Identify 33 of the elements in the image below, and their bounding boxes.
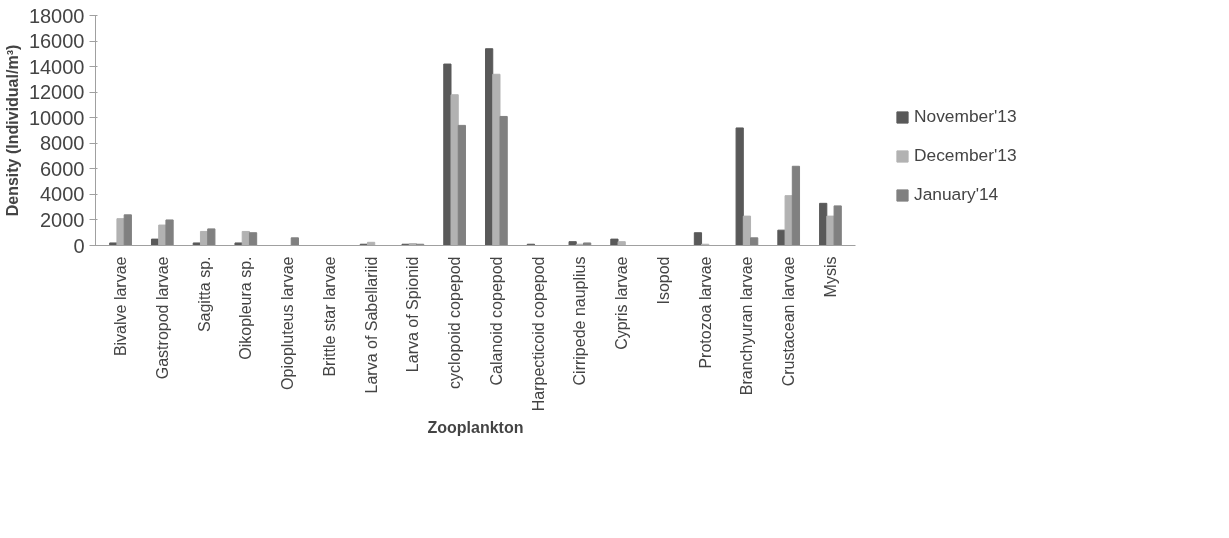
x-tick-label: Sagitta sp. [195,256,213,333]
x-tick-label: cyclopoid copepod [446,256,464,390]
x-tick-label: Protozoa larvae [696,256,714,369]
x-tick-label: Cypris larvae [613,256,631,350]
x-tick-label: Crustacean larvae [780,256,798,387]
x-tick-label: Bivalve larvae [112,256,130,357]
legend-label: November'13 [914,106,1017,127]
y-tick-label: 6000 [40,157,85,180]
x-tick-label: Gastropod larvae [153,256,171,380]
y-tick-label: 8000 [40,132,85,155]
y-tick-label: 2000 [40,208,85,231]
x-tick-label: Isopod [654,256,672,305]
y-tick-label: 10000 [28,106,85,129]
y-tick-label: 18000 [28,4,85,27]
x-tick-label: Harpecticoid copepod [529,256,547,412]
x-axis-title: Zooplankton [427,419,524,437]
x-tick-label: Cirripede nauplius [571,256,589,386]
y-tick-label: 0 [73,234,85,257]
x-tick-label: Oikopleura sp. [237,256,255,360]
x-tick-label: Mysis [821,256,839,298]
y-tick-label: 12000 [28,81,85,104]
legend-label: January'14 [914,184,999,205]
x-tick-label: Opiopluteus larvae [279,256,297,390]
y-tick-label: 4000 [40,183,85,206]
x-tick-label: Larva of Spionid [404,256,422,373]
x-tick-label: Calanoid copepod [487,256,505,386]
x-tick-label: Brittle star larvae [320,256,338,377]
y-tick-label: 14000 [28,55,85,78]
x-tick-label: Larva of Sabellariid [362,256,380,394]
y-axis-title: Density (Individual/m³) [3,44,21,217]
y-tick-label: 16000 [28,30,85,53]
legend-label: December'13 [914,145,1017,166]
x-tick-label: Branchyuran larvae [738,256,756,396]
